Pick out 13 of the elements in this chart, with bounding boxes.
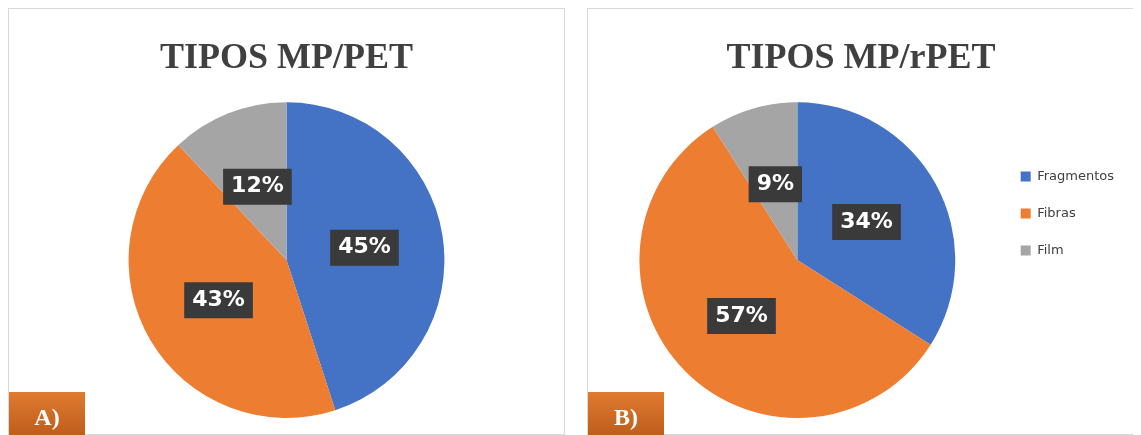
legend-label: Fragmentos [1037, 167, 1115, 183]
text: A) [9, 392, 85, 435]
data-label: 12% [231, 172, 284, 198]
legend-label: Film [1037, 241, 1064, 257]
text: B) [588, 392, 664, 435]
data-label: 34% [840, 207, 893, 233]
chart-title: TIPOS MP/rPET [726, 35, 996, 76]
legend-label: Fibras [1037, 204, 1076, 220]
chart-title: TIPOS MP/PET [159, 35, 414, 76]
data-label: 43% [192, 286, 245, 312]
data-label: 57% [715, 301, 768, 327]
data-label: 9% [756, 170, 794, 195]
data-label: 45% [338, 233, 391, 259]
